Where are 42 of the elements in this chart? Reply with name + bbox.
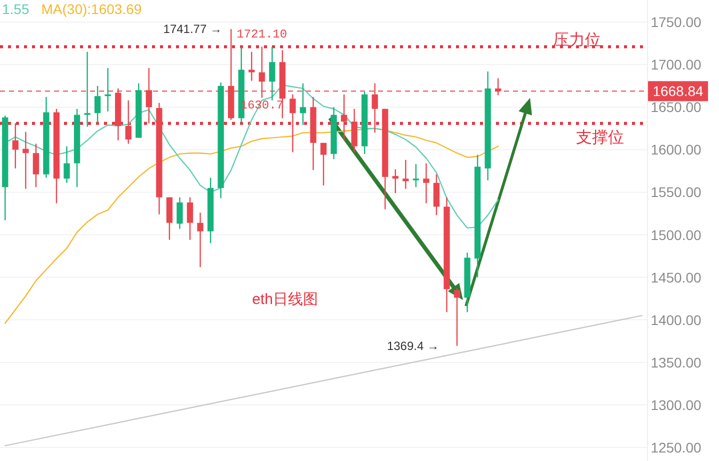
candlestick: [423, 162, 430, 204]
candlestick: [176, 196, 183, 230]
candlestick: [197, 212, 204, 268]
candlestick: [22, 131, 29, 190]
candlestick: [84, 51, 90, 128]
y-tick-label: 1400.00: [650, 312, 702, 328]
ref-line-label: 1668.84: [652, 83, 704, 100]
y-tick-label: 1600.00: [650, 142, 702, 158]
candlestick: [186, 196, 194, 240]
annotation: eth日线图: [252, 291, 318, 308]
candlestick: [454, 288, 460, 346]
y-tick-label: 1500.00: [650, 226, 702, 243]
text: 1.55: [2, 1, 30, 17]
ref-line-label: 压力位: [553, 30, 601, 49]
candlestick: [320, 142, 327, 186]
y-tick-label: 1650.00: [650, 99, 702, 116]
y-tick-label: 1750.00: [650, 14, 702, 30]
candlestick: [64, 146, 70, 184]
y-tick-label: 1700.00: [650, 56, 702, 73]
candlestick: [340, 94, 348, 141]
ref-line-label: 支撑位: [576, 128, 624, 146]
y-tick-label: 1350.00: [650, 354, 702, 370]
candlestick: [125, 100, 132, 144]
candlestick: [32, 143, 40, 188]
annotation: 1741.77 →: [163, 22, 222, 36]
annotation: 1369.4 →: [386, 339, 439, 353]
candlestick: [300, 82, 306, 126]
y-tick-label: 1450.00: [650, 269, 702, 286]
text: MA(30):1603.69: [41, 1, 142, 17]
y-tick-label: 1300.00: [650, 396, 702, 413]
y-tick-label: 1250.00: [650, 439, 702, 456]
y-tick-label: 1550.00: [650, 184, 702, 200]
candlestick: [433, 174, 440, 216]
candlestick: [402, 159, 409, 190]
candlestick: [269, 46, 276, 101]
candlestick: [12, 122, 18, 170]
annotation: 1721.10: [236, 28, 288, 42]
candlestick: [248, 51, 255, 82]
candlestick: [94, 85, 101, 124]
candlestick: [412, 164, 420, 188]
candlestick: [290, 94, 296, 153]
candlestick: [392, 168, 398, 194]
